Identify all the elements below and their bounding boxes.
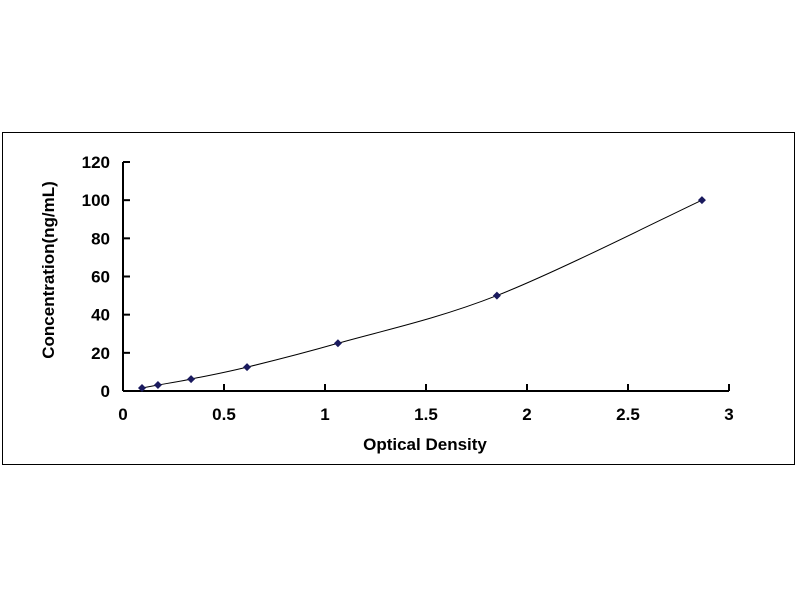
chart-frame bbox=[2, 132, 795, 465]
y-tick-label: 80 bbox=[91, 229, 110, 248]
x-tick-label: 1 bbox=[320, 405, 329, 424]
x-tick-label: 1.5 bbox=[414, 405, 438, 424]
data-point bbox=[492, 291, 501, 300]
x-tick-label: 3 bbox=[724, 405, 733, 424]
y-tick-label: 60 bbox=[91, 268, 110, 287]
data-point bbox=[153, 381, 162, 390]
y-tick-label: 0 bbox=[101, 382, 110, 401]
y-tick-label: 20 bbox=[91, 344, 110, 363]
y-tick-label: 100 bbox=[82, 191, 110, 210]
x-tick-label: 2 bbox=[522, 405, 531, 424]
y-tick-label: 120 bbox=[82, 153, 110, 172]
x-tick-label: 0.5 bbox=[212, 405, 236, 424]
x-tick-label: 0 bbox=[118, 405, 127, 424]
y-axis-label: Concentration(ng/mL) bbox=[39, 181, 58, 359]
data-point bbox=[187, 375, 196, 384]
x-axis-label: Optical Density bbox=[363, 435, 487, 454]
data-point bbox=[243, 363, 252, 372]
trend-curve bbox=[141, 199, 703, 389]
y-tick-label: 40 bbox=[91, 306, 110, 325]
data-point bbox=[697, 196, 706, 205]
x-tick-label: 2.5 bbox=[616, 405, 640, 424]
data-point bbox=[137, 384, 146, 393]
data-point bbox=[333, 339, 342, 348]
